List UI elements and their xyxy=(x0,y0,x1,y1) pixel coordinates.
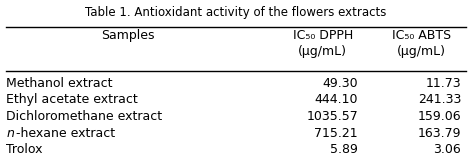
Text: 715.21: 715.21 xyxy=(314,127,358,140)
Text: Trolox: Trolox xyxy=(6,143,42,156)
Text: 444.10: 444.10 xyxy=(314,93,358,106)
Text: 159.06: 159.06 xyxy=(418,110,461,123)
Text: Table 1. Antioxidant activity of the flowers extracts: Table 1. Antioxidant activity of the flo… xyxy=(85,6,387,19)
Text: 3.06: 3.06 xyxy=(433,143,461,156)
Text: Ethyl acetate extract: Ethyl acetate extract xyxy=(6,93,138,106)
Text: IC₅₀ DPPH
(µg/mL): IC₅₀ DPPH (µg/mL) xyxy=(293,29,353,58)
Text: n: n xyxy=(6,127,14,140)
Text: 241.33: 241.33 xyxy=(418,93,461,106)
Text: 49.30: 49.30 xyxy=(322,77,358,90)
Text: Dichloromethane extract: Dichloromethane extract xyxy=(6,110,162,123)
Text: IC₅₀ ABTS
(µg/mL): IC₅₀ ABTS (µg/mL) xyxy=(392,29,451,58)
Text: Samples: Samples xyxy=(101,29,155,42)
Text: 163.79: 163.79 xyxy=(418,127,461,140)
Text: 1035.57: 1035.57 xyxy=(306,110,358,123)
Text: 5.89: 5.89 xyxy=(330,143,358,156)
Text: Methanol extract: Methanol extract xyxy=(6,77,113,90)
Text: 11.73: 11.73 xyxy=(426,77,461,90)
Text: -hexane extract: -hexane extract xyxy=(17,127,116,140)
